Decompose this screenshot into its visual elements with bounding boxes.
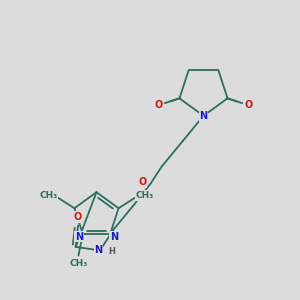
Text: O: O bbox=[74, 212, 82, 222]
Text: O: O bbox=[244, 100, 253, 110]
Text: O: O bbox=[154, 100, 163, 110]
Text: H: H bbox=[108, 248, 115, 256]
Text: CH₃: CH₃ bbox=[135, 191, 154, 200]
Text: CH₃: CH₃ bbox=[69, 260, 88, 268]
Text: N: N bbox=[75, 232, 83, 242]
Text: O: O bbox=[138, 177, 146, 187]
Text: N: N bbox=[110, 232, 118, 242]
Text: N: N bbox=[200, 111, 208, 121]
Text: CH₃: CH₃ bbox=[40, 191, 58, 200]
Text: N: N bbox=[94, 245, 103, 256]
